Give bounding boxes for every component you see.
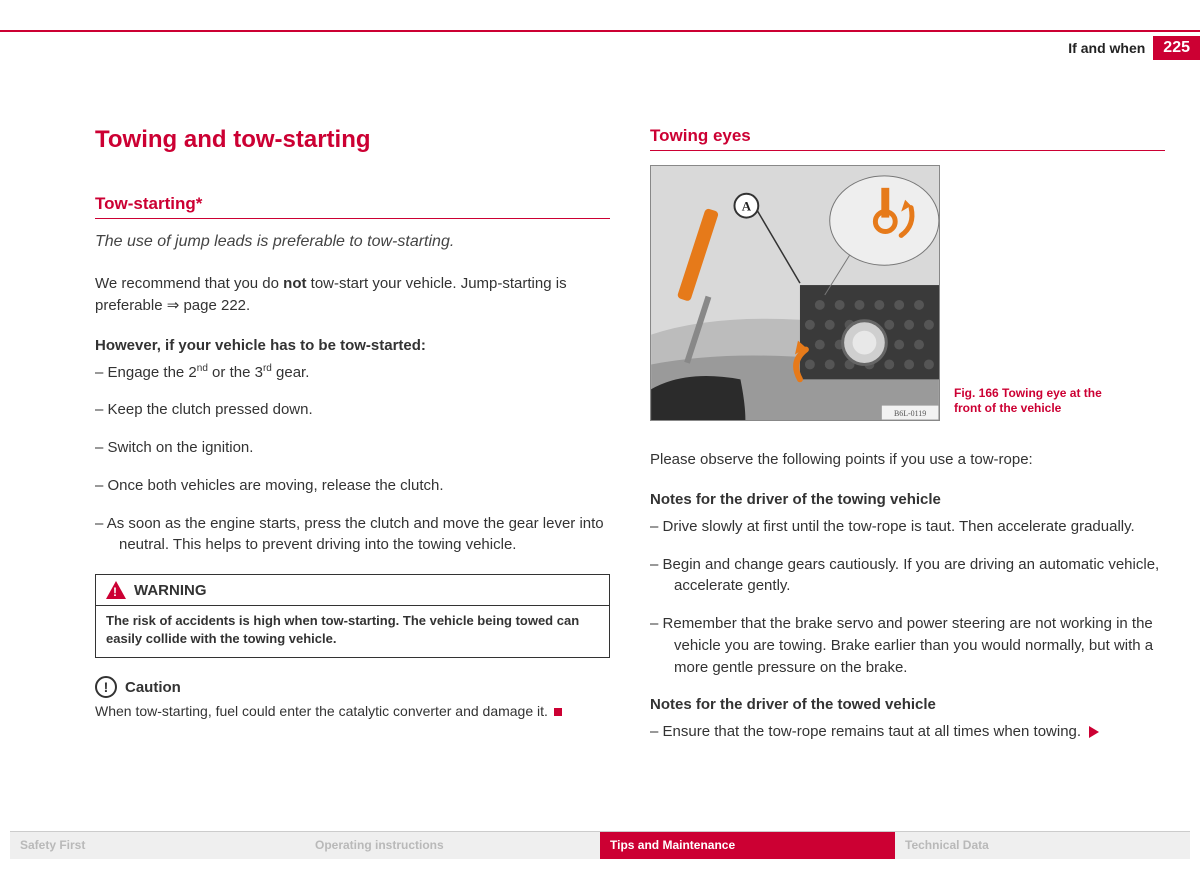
figure-image: A B6L-0119	[650, 165, 940, 421]
ordinal-suffix: nd	[197, 363, 208, 374]
xref-arrow-icon: ⇒	[167, 297, 180, 314]
list-item: Engage the 2nd or the 3rd gear.	[95, 362, 610, 384]
footer-tab-technical[interactable]: Technical Data	[895, 832, 1190, 859]
text: or the 3	[208, 364, 263, 381]
section-heading: Towing and tow-starting	[95, 126, 610, 154]
emphasis: not	[283, 275, 306, 292]
subsection-heading: Towing eyes	[650, 126, 1165, 151]
list-item: Remember that the brake servo and power …	[650, 613, 1165, 678]
right-column: Towing eyes	[650, 126, 1165, 761]
left-column: Towing and tow-starting Tow-starting* Th…	[95, 126, 610, 761]
text: gear.	[272, 364, 310, 381]
figure-block: A B6L-0119 Fig. 166 Towing eye at the fr…	[650, 165, 1165, 421]
page-number: 225	[1153, 36, 1200, 60]
page-header: If and when 225	[1068, 36, 1200, 60]
caution-circle-icon: !	[95, 676, 117, 698]
procedure-list: Engage the 2nd or the 3rd gear. Keep the…	[95, 362, 610, 557]
figure-label-a: A	[742, 200, 752, 214]
warning-body: The risk of accidents is high when tow-s…	[96, 606, 609, 657]
list-item: Once both vehicles are moving, release t…	[95, 475, 610, 497]
intro-text: The use of jump leads is preferable to t…	[95, 233, 610, 251]
paragraph: Please observe the following points if y…	[650, 449, 1165, 471]
footer-tab-safety[interactable]: Safety First	[10, 832, 305, 859]
list-item: Keep the clutch pressed down.	[95, 399, 610, 421]
subsection-heading: Tow-starting*	[95, 194, 610, 219]
footer-tabs: Safety First Operating instructions Tips…	[10, 831, 1190, 859]
text: When tow-starting, fuel could enter the …	[95, 703, 548, 719]
footer-tab-operating[interactable]: Operating instructions	[305, 832, 600, 859]
content: Towing and tow-starting Tow-starting* Th…	[95, 126, 1165, 761]
list-item: As soon as the engine starts, press the …	[95, 513, 610, 557]
continued-arrow-icon	[1089, 726, 1099, 738]
paragraph: We recommend that you do not tow-start y…	[95, 273, 610, 317]
text: We recommend that you do	[95, 275, 283, 292]
list-heading: Notes for the driver of the towing vehic…	[650, 491, 1165, 508]
footer-tab-tips[interactable]: Tips and Maintenance	[600, 832, 895, 859]
list-heading: Notes for the driver of the towed vehicl…	[650, 696, 1165, 713]
text: page 222.	[179, 297, 250, 314]
top-rule	[0, 30, 1200, 32]
text: Ensure that the tow-rope remains taut at…	[663, 723, 1082, 740]
caution-body: When tow-starting, fuel could enter the …	[95, 702, 610, 722]
text: Engage the 2	[108, 364, 197, 381]
list-item: Drive slowly at first until the tow-rope…	[650, 516, 1165, 538]
list-item: Begin and change gears cautiously. If yo…	[650, 554, 1165, 598]
caution-header: ! Caution	[95, 676, 610, 698]
notes-list: Ensure that the tow-rope remains taut at…	[650, 721, 1165, 743]
warning-triangle-icon	[106, 581, 126, 599]
caution-label: Caution	[125, 679, 181, 696]
list-item: Switch on the ignition.	[95, 437, 610, 459]
list-heading: However, if your vehicle has to be tow-s…	[95, 337, 610, 354]
end-of-topic-icon	[554, 708, 562, 716]
ordinal-suffix: rd	[263, 363, 272, 374]
warning-label: WARNING	[134, 582, 207, 599]
figure-credit: B6L-0119	[894, 409, 926, 418]
warning-box: WARNING The risk of accidents is high wh…	[95, 574, 610, 658]
chapter-title: If and when	[1068, 40, 1145, 56]
warning-header: WARNING	[96, 575, 609, 606]
notes-list: Drive slowly at first until the tow-rope…	[650, 516, 1165, 679]
list-item: Ensure that the tow-rope remains taut at…	[650, 721, 1165, 743]
figure-caption: Fig. 166 Towing eye at the front of the …	[954, 386, 1124, 421]
figure-svg: A B6L-0119	[651, 166, 939, 420]
